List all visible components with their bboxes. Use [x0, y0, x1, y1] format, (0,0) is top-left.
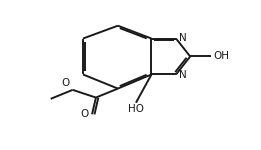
Text: OH: OH	[213, 51, 229, 61]
Text: N: N	[179, 70, 187, 80]
Text: N: N	[179, 33, 187, 43]
Text: HO: HO	[128, 104, 144, 114]
Text: O: O	[81, 109, 89, 119]
Text: O: O	[61, 78, 70, 88]
